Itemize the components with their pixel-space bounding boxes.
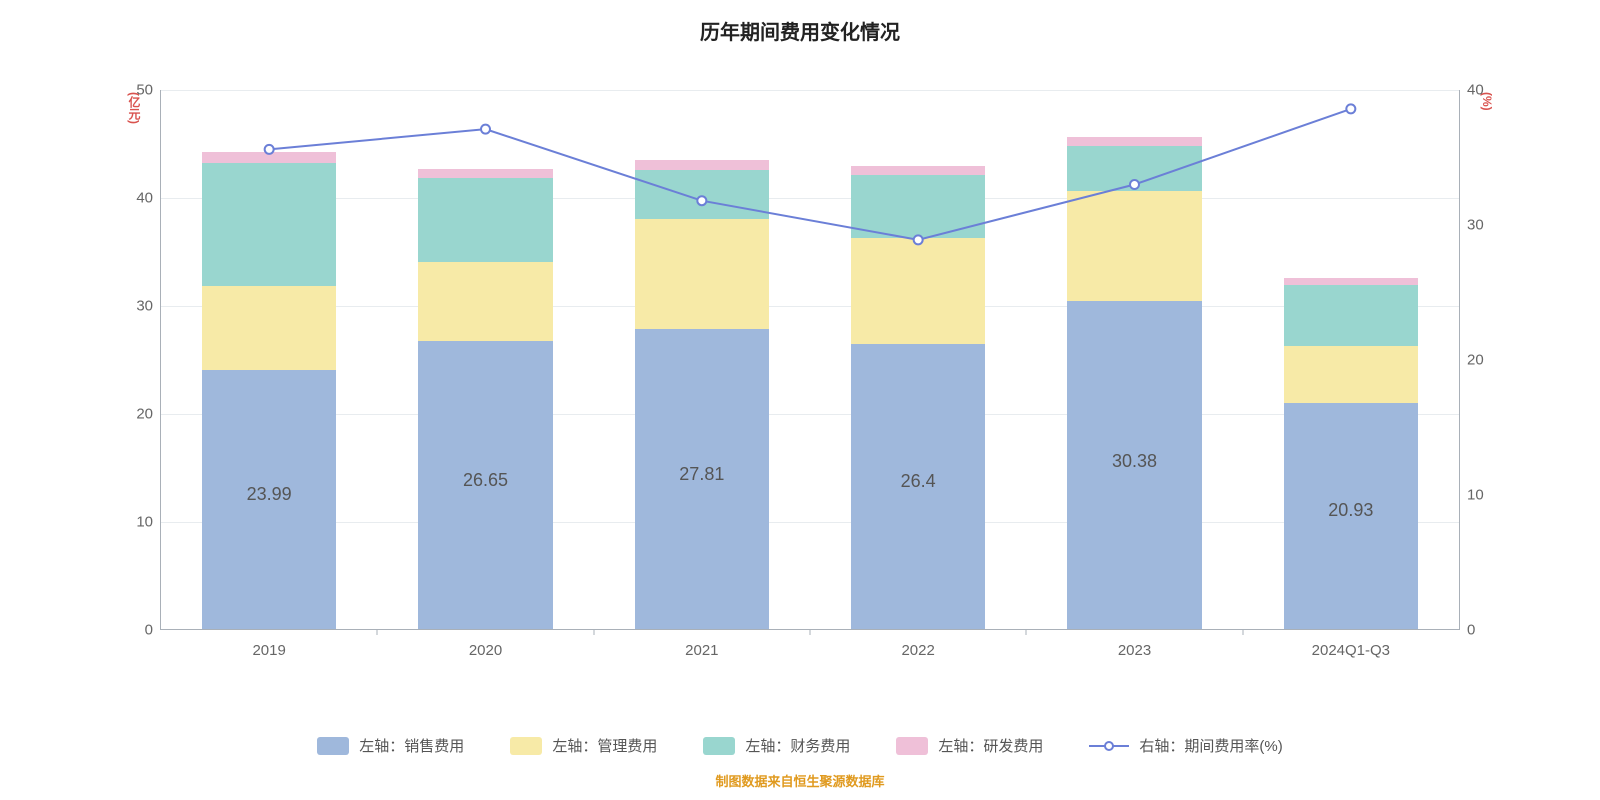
x-tick-mark: [593, 629, 594, 635]
source-text: 制图数据来自恒生聚源数据库: [0, 771, 1600, 790]
x-tick-label: 2023: [1118, 642, 1151, 659]
y-left-tick: 0: [113, 622, 153, 639]
legend-item-rnd: 左轴：研发费用: [896, 735, 1043, 756]
x-tick-mark: [1242, 629, 1243, 635]
legend-label: 左轴：财务费用: [745, 735, 850, 756]
line-marker: [481, 125, 490, 134]
legend: 左轴：销售费用 左轴：管理费用 左轴：财务费用 左轴：研发费用 右轴：期间费用率(%): [0, 735, 1600, 756]
legend-item-admin: 左轴：管理费用: [510, 735, 657, 756]
legend-swatch-icon: [896, 737, 928, 755]
y-right-tick: 0: [1467, 622, 1507, 639]
y-left-tick: 20: [113, 406, 153, 423]
legend-label: 左轴：研发费用: [938, 735, 1043, 756]
y-right-tick: 30: [1467, 217, 1507, 234]
plot-area: 23.9926.6527.8126.430.3820.93 0102030405…: [160, 90, 1460, 630]
legend-item-finance: 左轴：财务费用: [703, 735, 850, 756]
chart-title: 历年期间费用变化情况: [0, 16, 1600, 45]
legend-label: 左轴：管理费用: [552, 735, 657, 756]
legend-label: 左轴：销售费用: [359, 735, 464, 756]
legend-item-sales: 左轴：销售费用: [317, 735, 464, 756]
line-marker: [697, 196, 706, 205]
x-tick-label: 2020: [469, 642, 502, 659]
y-left-tick: 40: [113, 190, 153, 207]
x-tick-mark: [377, 629, 378, 635]
legend-line-icon: [1089, 737, 1129, 755]
line-marker: [914, 235, 923, 244]
chart-container: 历年期间费用变化情况 (亿元) (%) 23.9926.6527.8126.43…: [0, 0, 1600, 800]
x-tick-label: 2019: [252, 642, 285, 659]
line-series: [269, 109, 1351, 240]
y-right-tick: 10: [1467, 487, 1507, 504]
legend-item-line: 右轴：期间费用率(%): [1089, 735, 1282, 756]
x-tick-mark: [1026, 629, 1027, 635]
line-marker: [1130, 180, 1139, 189]
y-right-tick: 40: [1467, 82, 1507, 99]
x-tick-label: 2021: [685, 642, 718, 659]
line-layer: [161, 90, 1459, 630]
x-tick-label: 2022: [901, 642, 934, 659]
legend-swatch-icon: [703, 737, 735, 755]
legend-swatch-icon: [317, 737, 349, 755]
legend-label: 右轴：期间费用率(%): [1139, 735, 1282, 756]
legend-swatch-icon: [510, 737, 542, 755]
line-marker: [1346, 104, 1355, 113]
y-right-tick: 20: [1467, 352, 1507, 369]
y-left-tick: 30: [113, 298, 153, 315]
line-marker: [265, 145, 274, 154]
y-left-tick: 50: [113, 82, 153, 99]
x-tick-mark: [810, 629, 811, 635]
y-left-tick: 10: [113, 514, 153, 531]
x-tick-label: 2024Q1-Q3: [1312, 642, 1390, 659]
